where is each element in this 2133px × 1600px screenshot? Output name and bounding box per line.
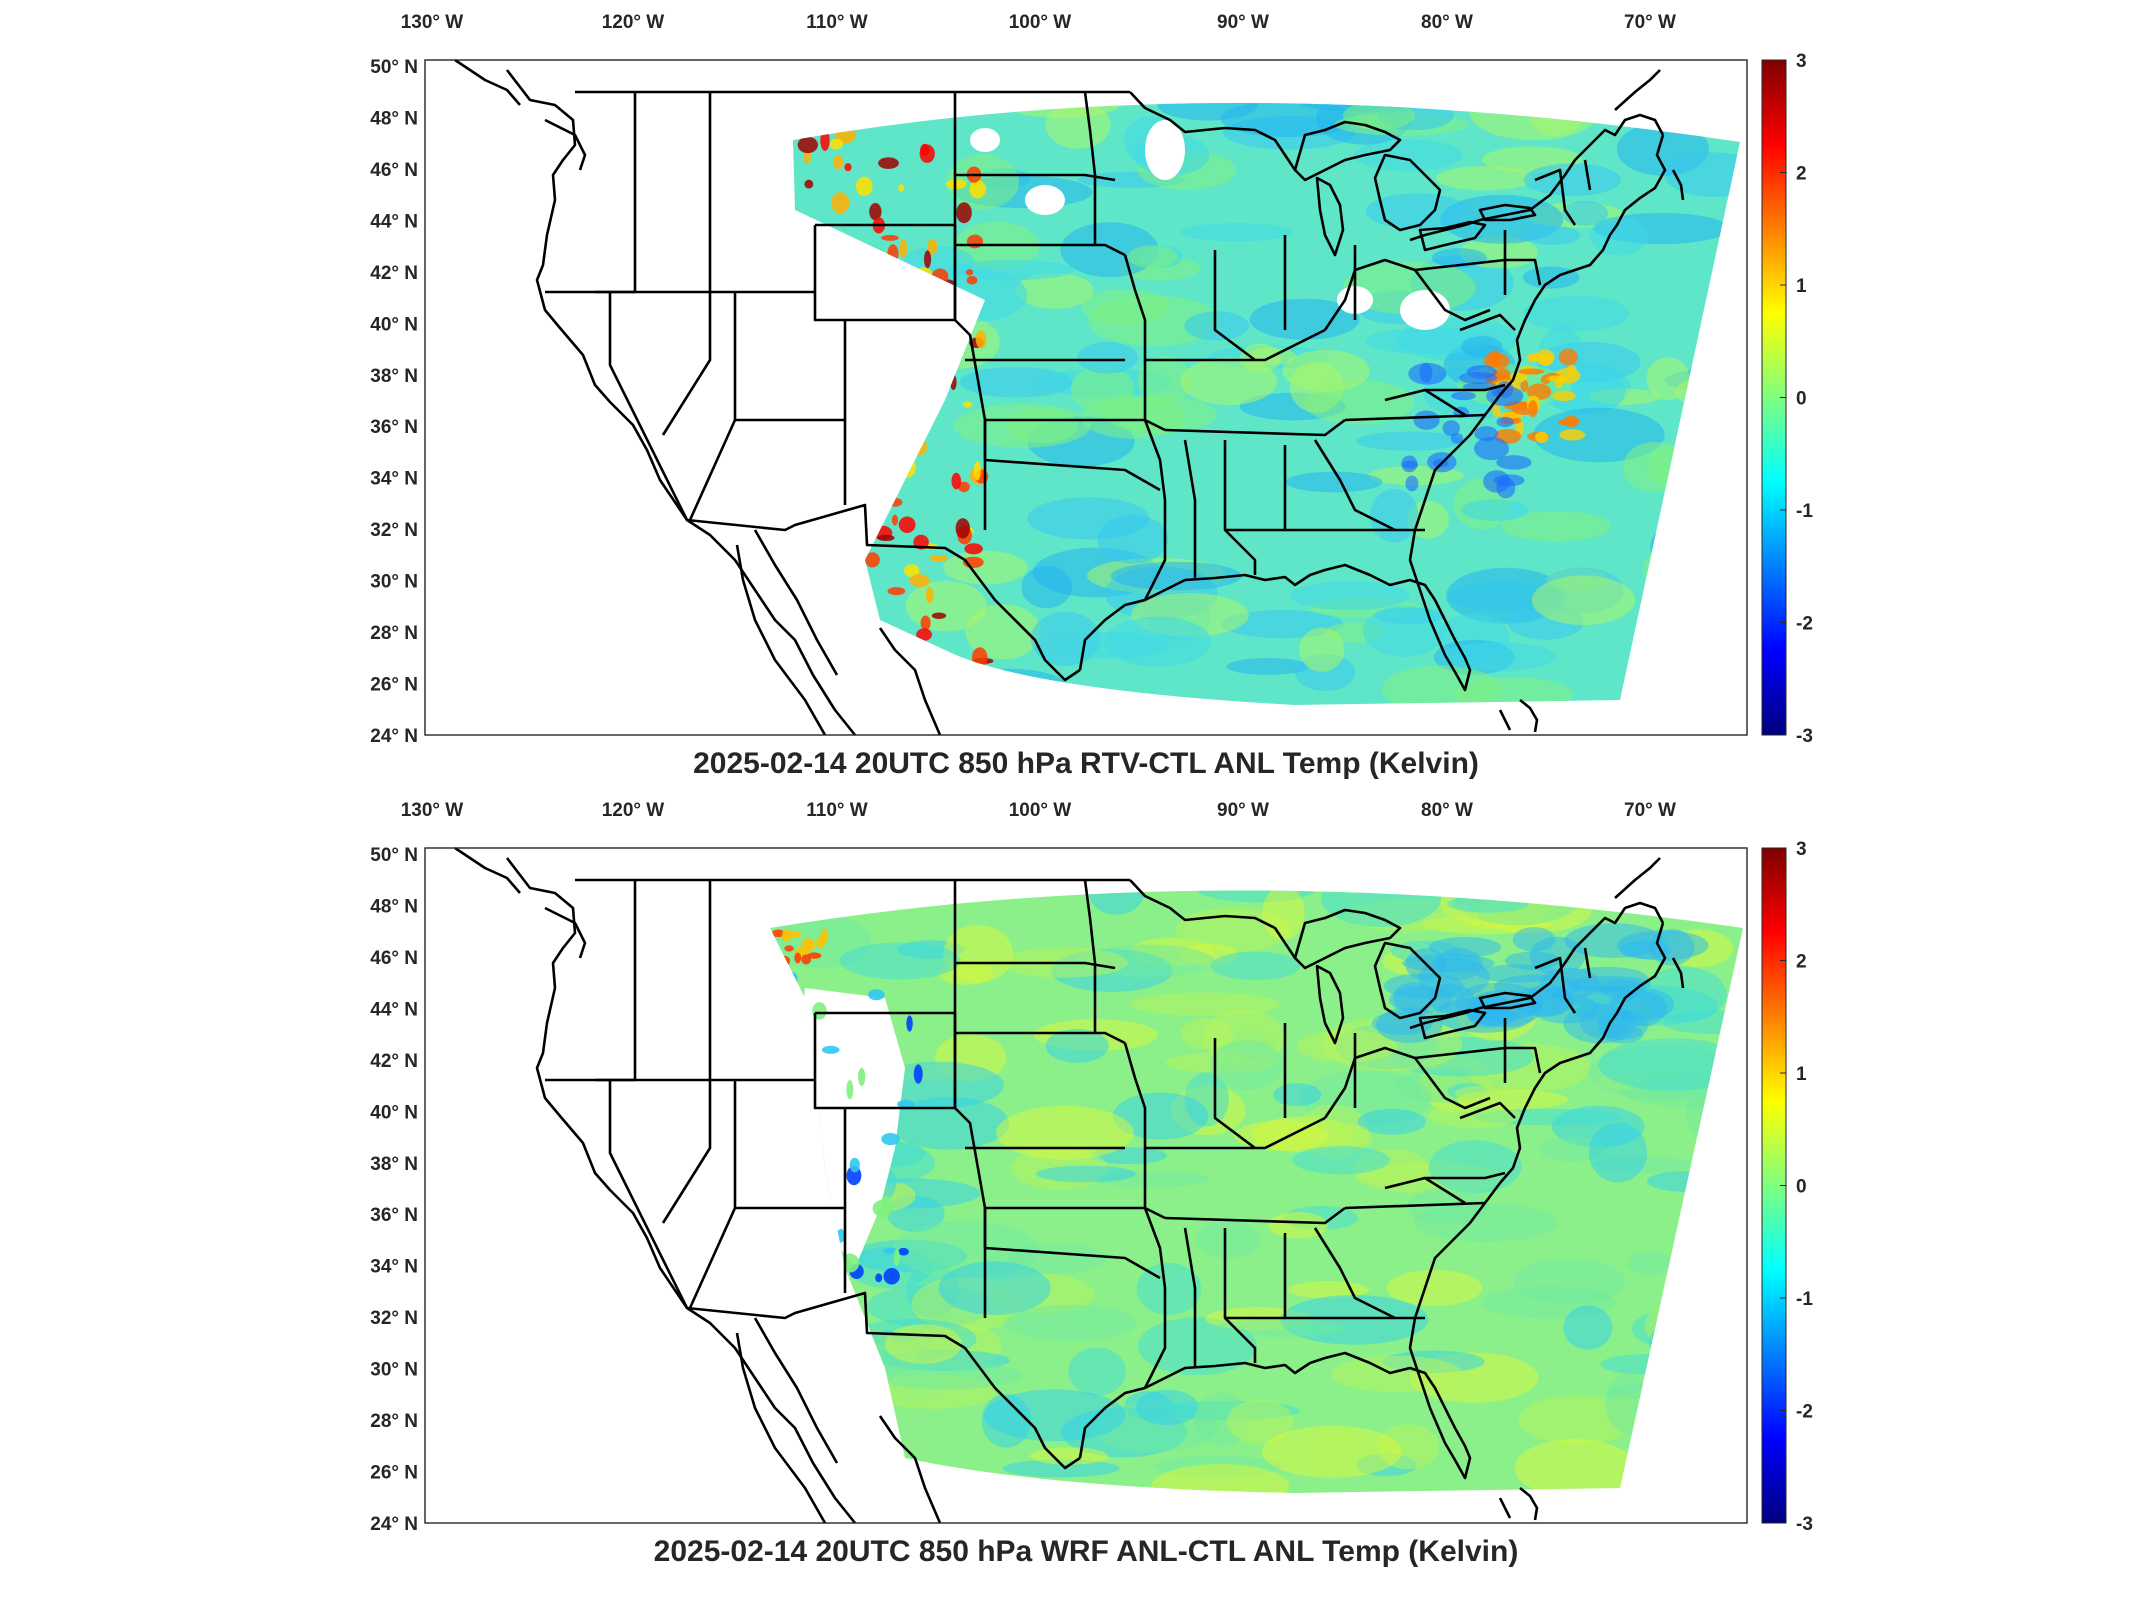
colorbar-tick-label: -3: [1796, 1514, 1813, 1535]
lat-tick-label: 48° N: [370, 108, 418, 129]
lon-tick-label: 120° W: [602, 800, 665, 821]
colorbar-tick-label: 3: [1796, 839, 1807, 860]
temperature-field: [770, 890, 1743, 1493]
colorbar-tick-label: -1: [1796, 501, 1813, 522]
lat-tick-label: 38° N: [370, 1154, 418, 1175]
lat-tick-label: 40° N: [370, 314, 418, 335]
colorbar-tick-label: -3: [1796, 726, 1813, 747]
colorbar-tick-label: -1: [1796, 1289, 1813, 1310]
map-panel-2: 130° W 120° W 110° W 100° W 90° W 80° W 70° W 5…: [370, 800, 1813, 1568]
lon-tick-label: 100° W: [1009, 12, 1072, 33]
lat-tick-label: 46° N: [370, 160, 418, 181]
lat-tick-label: 46° N: [370, 948, 418, 969]
lon-tick-label: 130° W: [401, 800, 464, 821]
colorbar-tick-label: 2: [1796, 952, 1807, 973]
lat-tick-label: 28° N: [370, 1411, 418, 1432]
lat-tick-label: 50° N: [370, 57, 418, 78]
lon-tick-label: 120° W: [602, 12, 665, 33]
lat-tick-label: 24° N: [370, 1514, 418, 1535]
lon-tick-label: 130° W: [401, 12, 464, 33]
lat-tick-label: 38° N: [370, 366, 418, 387]
lat-tick-label: 44° N: [370, 211, 418, 232]
map-frame: [424, 847, 1748, 1524]
map-panel-1: 130° W 120° W 110° W 100° W 90° W 80° W 70° W 5…: [370, 12, 1813, 780]
lat-tick-label: 32° N: [370, 520, 418, 541]
lat-tick-label: 48° N: [370, 896, 418, 917]
colorbar: 3 2 1 0 -1 -2 -3: [1761, 51, 1813, 747]
lat-tick-label: 44° N: [370, 999, 418, 1020]
map-area: [424, 58, 1748, 737]
lat-tick-label: 32° N: [370, 1308, 418, 1329]
map-frame: [424, 59, 1748, 736]
colorbar-tick-label: -2: [1796, 1402, 1813, 1423]
lat-tick-label: 42° N: [370, 1051, 418, 1072]
lon-tick-label: 110° W: [806, 12, 868, 33]
lat-tick-label: 36° N: [370, 1205, 418, 1226]
colorbar: 3 2 1 0 -1 -2 -3: [1761, 839, 1813, 1535]
panel-title: 2025-02-14 20UTC 850 hPa WRF ANL-CTL ANL…: [654, 1535, 1519, 1568]
colorbar-tick-label: 1: [1796, 276, 1807, 297]
lat-tick-label: 50° N: [370, 845, 418, 866]
lat-tick-label: 34° N: [370, 1257, 418, 1278]
lat-tick-label: 26° N: [370, 675, 418, 696]
lat-tick-label: 28° N: [370, 623, 418, 644]
lat-tick-label: 30° N: [370, 572, 418, 593]
lon-tick-label: 110° W: [806, 800, 868, 821]
colorbar-tick-label: 0: [1796, 389, 1807, 410]
panel-title: 2025-02-14 20UTC 850 hPa RTV-CTL ANL Tem…: [693, 747, 1479, 780]
lon-tick-label: 100° W: [1009, 800, 1072, 821]
colorbar-tick-label: 3: [1796, 51, 1807, 72]
colorbar-tick-label: 1: [1796, 1064, 1807, 1085]
lat-tick-label: 36° N: [370, 417, 418, 438]
colorbar-tick-label: 0: [1796, 1177, 1807, 1198]
lon-tick-label: 90° W: [1217, 12, 1269, 33]
lon-tick-label: 70° W: [1624, 12, 1676, 33]
lon-tick-label: 80° W: [1421, 800, 1473, 821]
lon-tick-label: 90° W: [1217, 800, 1269, 821]
lat-tick-label: 42° N: [370, 263, 418, 284]
map-area: [424, 846, 1748, 1525]
lon-tick-label: 70° W: [1624, 800, 1676, 821]
lat-tick-label: 34° N: [370, 469, 418, 490]
colorbar-tick-label: 2: [1796, 164, 1807, 185]
lat-tick-label: 26° N: [370, 1463, 418, 1484]
colorbar-tick-label: -2: [1796, 614, 1813, 635]
lat-tick-label: 40° N: [370, 1102, 418, 1123]
lon-tick-label: 80° W: [1421, 12, 1473, 33]
lat-tick-label: 30° N: [370, 1360, 418, 1381]
lat-tick-label: 24° N: [370, 726, 418, 747]
